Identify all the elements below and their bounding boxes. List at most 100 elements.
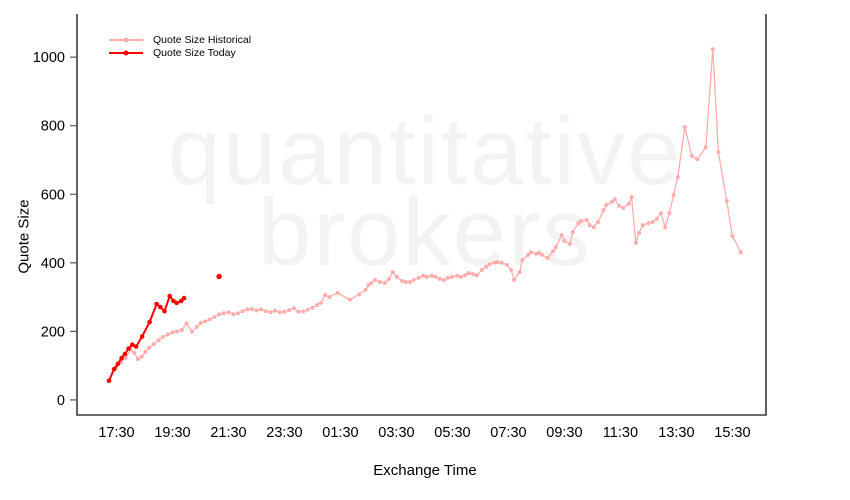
quote-size-historical-marker (179, 328, 184, 332)
quote-size-historical-marker (442, 278, 446, 282)
quote-size-historical-marker (411, 278, 416, 282)
quote-size-historical-marker (323, 293, 328, 297)
quote-size-historical-marker (596, 220, 600, 224)
x-tick-label: 05:30 (434, 425, 470, 441)
quote-size-historical-marker (633, 240, 638, 245)
quote-size-historical-marker (156, 338, 161, 343)
quote-size-historical-marker (562, 238, 567, 243)
quote-size-historical-marker (487, 262, 492, 267)
quote-size-historical-marker (347, 297, 352, 302)
quote-size-historical-marker (123, 355, 128, 360)
quote-size-historical-marker (612, 197, 617, 202)
quote-size-today-marker (154, 301, 159, 307)
quote-size-historical-marker (570, 230, 575, 234)
y-tick-label: 400 (41, 256, 65, 272)
quote-size-historical-marker (617, 203, 621, 208)
quote-size-historical-marker (390, 270, 395, 275)
historical-line-swatch (109, 37, 143, 42)
x-tick-label: 03:30 (378, 425, 414, 441)
quote-size-historical-marker (710, 47, 715, 52)
legend-item-historical: Quote Size Historical (109, 33, 251, 46)
x-tick-label: 23:30 (266, 425, 302, 441)
quote-size-historical-marker (190, 329, 195, 334)
quote-size-historical-marker (682, 125, 687, 130)
quote-size-historical-marker (194, 324, 199, 329)
x-tick-label: 13:30 (658, 425, 694, 441)
x-tick-label: 07:30 (490, 425, 526, 441)
quote-size-today-marker (139, 334, 145, 339)
quote-size-historical-marker (689, 153, 694, 158)
quote-size-historical-marker (327, 295, 332, 300)
quote-size-today-marker (106, 378, 112, 384)
quote-size-historical-marker (366, 283, 371, 288)
quote-size-historical-marker (629, 195, 634, 199)
x-tick-label: 17:30 (98, 425, 134, 441)
quote-size-historical-marker (408, 280, 412, 284)
y-tick-label: 0 (57, 393, 65, 409)
quote-size-historical-marker (650, 220, 655, 224)
quote-size-historical-marker (626, 201, 631, 206)
quote-size-historical-marker (554, 245, 558, 250)
quote-size-historical-marker (235, 311, 240, 316)
quote-size-today-marker (181, 295, 187, 301)
y-axis-ticks: 0 200 400 600 800 1000 (33, 50, 77, 409)
quote-size-historical-marker (382, 281, 387, 285)
quote-size-historical-marker (429, 273, 434, 278)
quote-size-historical-marker (458, 274, 463, 279)
y-axis-title: Quote Size (15, 199, 33, 274)
quote-size-historical-marker (671, 193, 676, 197)
watermark-line2: brokers (257, 178, 593, 286)
quote-size-historical-marker (291, 306, 296, 311)
quote-size-historical-marker (520, 258, 525, 263)
x-tick-label: 19:30 (154, 425, 190, 441)
y-tick-label: 600 (41, 187, 65, 203)
today-marker-icon (123, 50, 129, 55)
quote-size-historical-marker (363, 287, 368, 292)
quote-size-historical-marker (667, 211, 672, 216)
quote-size-historical-marker (437, 276, 442, 281)
quote-size-historical-marker (318, 300, 323, 305)
quote-size-historical-marker (403, 280, 408, 284)
quote-size-historical-marker (675, 175, 680, 180)
x-axis-ticks: 17:30 19:30 21:30 23:30 01:30 03:30 05:30 07:30… (98, 425, 750, 441)
quote-size-historical-marker (526, 252, 530, 257)
quote-size-historical-marker (610, 199, 614, 204)
quote-size-today-marker (111, 366, 117, 372)
quote-size-historical-marker (576, 221, 581, 226)
quote-size-historical-marker (604, 202, 609, 207)
quote-size-historical-marker (387, 276, 391, 281)
quote-size-historical-marker (545, 256, 550, 260)
chart-legend: Quote Size Historical Quote Size Today (109, 33, 251, 59)
y-tick-label: 1000 (33, 50, 65, 66)
quote-size-historical-marker (659, 211, 663, 216)
quote-size-historical-marker (254, 308, 259, 313)
quote-size-historical-marker (499, 260, 504, 265)
quote-size-historical-marker (335, 291, 340, 295)
quote-size-historical-marker (373, 278, 377, 282)
quote-size-historical-marker (445, 275, 450, 280)
quote-size-historical-marker (471, 272, 475, 277)
quote-size-historical-marker (203, 319, 208, 324)
legend-label-today: Quote Size Today (153, 46, 236, 59)
quote-size-today-marker (174, 300, 179, 306)
quote-size-historical-marker (509, 268, 514, 272)
quote-size-historical-marker (217, 312, 222, 317)
quote-size-historical-marker (416, 275, 421, 280)
quote-size-historical-marker (231, 312, 236, 317)
quote-size-historical-marker (421, 273, 425, 278)
quote-size-historical-marker (263, 309, 268, 314)
quote-size-historical-marker (584, 218, 589, 222)
quote-size-historical-marker (139, 354, 144, 359)
quote-size-historical-marker (730, 234, 735, 239)
quote-size-historical-marker (207, 317, 212, 322)
quote-size-today-marker (162, 308, 167, 314)
quote-size-today-marker (119, 355, 124, 361)
quote-size-historical-marker (495, 260, 500, 265)
quote-size-historical-marker (738, 250, 743, 255)
quote-size-historical-marker (654, 217, 659, 221)
quote-size-historical-marker (433, 274, 438, 279)
quote-size-historical-marker (484, 264, 488, 269)
quote-size-today-marker (167, 293, 172, 299)
y-tick-label: 800 (41, 119, 65, 135)
